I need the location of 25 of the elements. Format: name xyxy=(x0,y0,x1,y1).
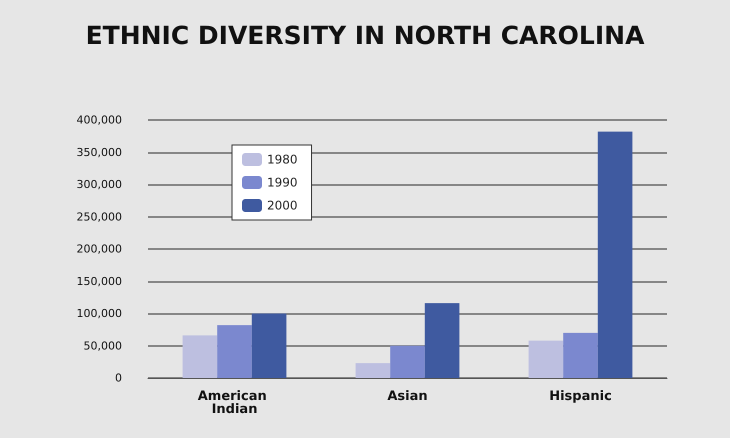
y-tick-label: 50,000 xyxy=(84,339,122,352)
bar xyxy=(217,325,252,378)
chart-title: ETHNIC DIVERSITY IN NORTH CAROLINA xyxy=(86,21,646,50)
legend-label: 1980 xyxy=(267,152,298,166)
bar xyxy=(528,340,564,378)
y-tick-label: 0 xyxy=(115,372,122,384)
y-tick-label: 400,000 xyxy=(76,114,122,126)
x-tick-label: Hispanic xyxy=(549,389,612,404)
bar xyxy=(182,335,218,378)
bar xyxy=(424,303,460,378)
y-tick-label: 200,000 xyxy=(76,242,122,256)
y-tick-label: 250,000 xyxy=(76,210,122,224)
x-tick-label: American Indian xyxy=(198,389,272,417)
legend-label: 1990 xyxy=(267,176,298,190)
bar xyxy=(563,332,598,378)
y-tick-label: 100,000 xyxy=(76,307,122,320)
y-tick-label: 350,000 xyxy=(76,146,122,159)
bar xyxy=(390,346,425,378)
legend-label: 2000 xyxy=(267,198,298,212)
bar xyxy=(252,314,286,378)
bar xyxy=(356,363,390,378)
bar xyxy=(598,132,632,378)
x-tick-label: Asian xyxy=(387,389,428,404)
y-tick-label: 300,000 xyxy=(76,178,122,191)
y-tick-label: 150,000 xyxy=(76,274,122,288)
